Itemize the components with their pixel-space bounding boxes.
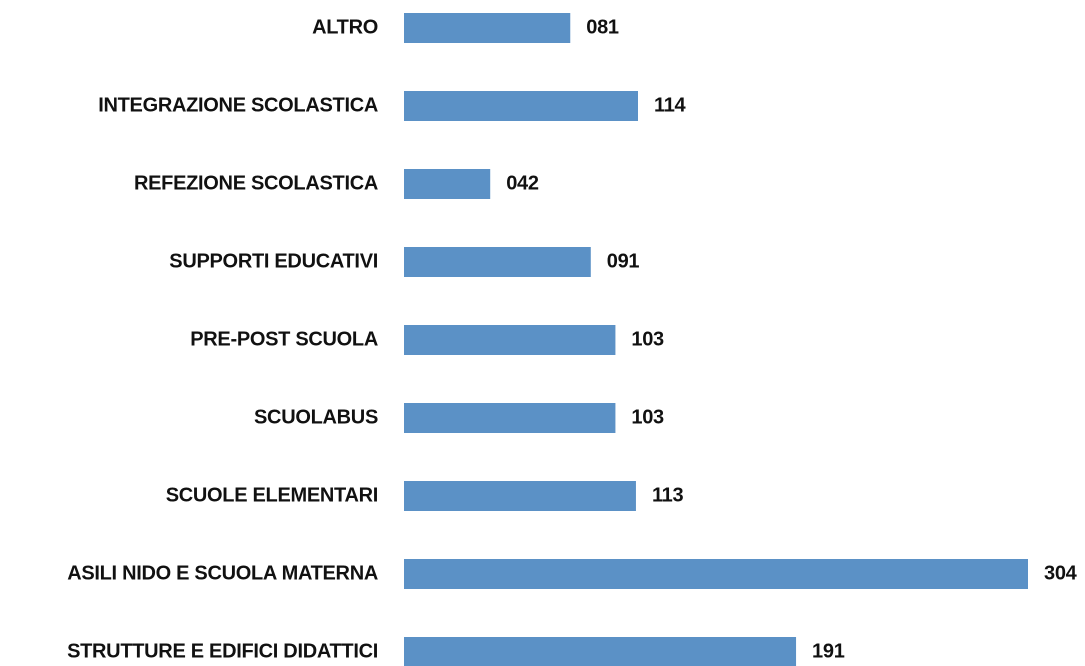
category-label: PRE-POST SCUOLA [190,328,378,350]
bar [404,637,797,666]
category-label: SUPPORTI EDUCATIVI [169,250,378,272]
bar [404,91,638,121]
value-label: 304 [1044,562,1078,584]
bar [404,559,1028,589]
value-label: 081 [586,16,619,38]
value-label: 103 [631,406,664,428]
category-label: ASILI NIDO E SCUOLA MATERNA [67,562,378,584]
category-label: REFEZIONE SCOLASTICA [134,172,378,194]
bar [404,169,491,199]
category-label: SCUOLE ELEMENTARI [166,484,378,506]
value-label: 103 [631,328,664,350]
value-label: 091 [607,250,640,272]
bar [404,325,616,355]
bar [404,13,571,43]
bar [404,247,591,277]
value-label: 042 [506,172,539,194]
bar [404,403,616,433]
value-label: 113 [652,484,684,506]
value-label: 114 [654,94,687,116]
category-label: INTEGRAZIONE SCOLASTICA [98,94,378,116]
bar [404,481,636,511]
category-label: STRUTTURE E EDIFICI DIDATTICI [67,640,378,662]
category-label: SCUOLABUS [254,406,378,428]
value-label: 191 [812,640,845,662]
category-label: ALTRO [312,16,378,38]
